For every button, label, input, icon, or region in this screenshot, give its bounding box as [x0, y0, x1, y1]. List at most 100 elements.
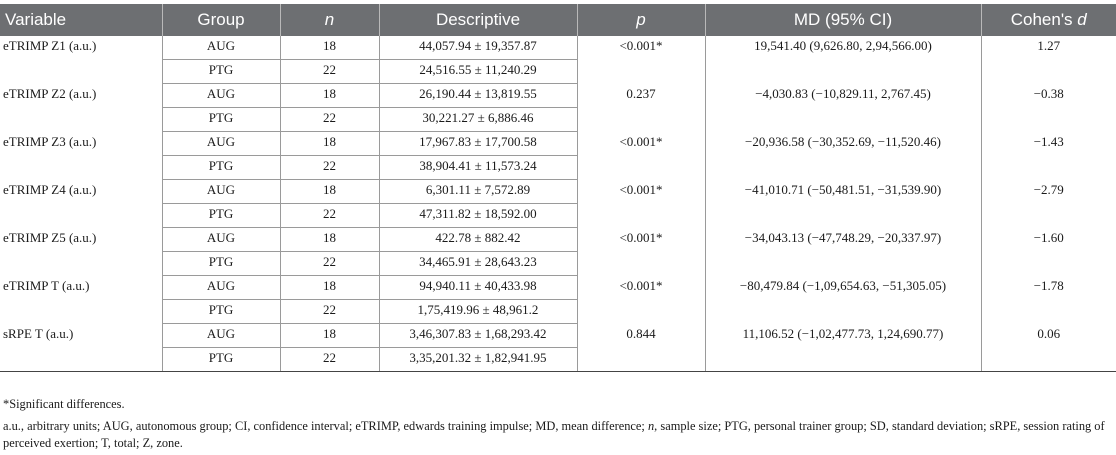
- variable-cell: eTRIMP Z2 (a.u.): [3, 85, 97, 101]
- results-table: Variable Group n Descriptive p MD (95% C…: [0, 4, 1116, 372]
- table-row: PTG 22 38,904.41 ± 11,573.24: [0, 155, 1116, 180]
- descriptive-cell: 3,35,201.32 ± 1,82,941.95: [378, 347, 577, 372]
- n-cell: 18: [279, 179, 379, 204]
- descriptive-cell: 94,940.11 ± 40,433.98: [378, 275, 577, 300]
- variable-cell: eTRIMP Z4 (a.u.): [3, 181, 97, 197]
- header-cohens-label: Cohen's: [1010, 10, 1078, 29]
- table-row: PTG 22 24,516.55 ± 11,240.29: [0, 59, 1116, 84]
- group-cell: PTG: [161, 155, 280, 180]
- header-p: p: [576, 4, 705, 36]
- abbreviations-n: n: [647, 418, 655, 433]
- cohens-d-cell: −2.79: [980, 179, 1116, 228]
- n-cell: 22: [279, 203, 379, 228]
- header-variable: Variable: [0, 4, 162, 36]
- abbreviations-text-1: a.u., arbitrary units; AUG, autonomous g…: [3, 418, 648, 433]
- group-cell: PTG: [161, 347, 280, 372]
- descriptive-cell: 34,465.91 ± 28,643.23: [378, 251, 577, 276]
- n-cell: 18: [279, 275, 379, 300]
- cohens-d-cell: 1.27: [980, 36, 1116, 84]
- significance-note: *Significant differences.: [3, 397, 125, 411]
- table-row: eTRIMP Z5 (a.u.) AUG 18 422.78 ± 882.42 …: [0, 227, 1116, 276]
- md-cell: −41,010.71 (−50,481.51, −31,539.90): [704, 179, 981, 228]
- n-cell: 22: [279, 299, 379, 324]
- cohens-d-cell: 0.06: [980, 323, 1116, 372]
- group-cell: AUG: [161, 323, 280, 348]
- variable-cell: eTRIMP Z5 (a.u.): [3, 229, 97, 245]
- table-row: eTRIMP T (a.u.) AUG 18 94,940.11 ± 40,43…: [0, 275, 1116, 324]
- group-cell: AUG: [161, 131, 280, 156]
- n-cell: 22: [279, 59, 379, 84]
- cohens-d-cell: −0.38: [980, 83, 1116, 132]
- group-cell: AUG: [161, 227, 280, 252]
- group-cell: PTG: [161, 203, 280, 228]
- n-cell: 22: [279, 347, 379, 372]
- md-cell: −34,043.13 (−47,748.29, −20,337.97): [704, 227, 981, 276]
- table-row: sRPE T (a.u.) AUG 18 3,46,307.83 ± 1,68,…: [0, 323, 1116, 372]
- p-value-cell: 0.844: [576, 323, 705, 372]
- md-cell: −20,936.58 (−30,352.69, −11,520.46): [704, 131, 981, 180]
- variable-cell: sRPE T (a.u.): [0, 323, 162, 372]
- descriptive-cell: 3,46,307.83 ± 1,68,293.42: [378, 323, 577, 348]
- p-value-cell: 0.237: [576, 83, 705, 132]
- p-value-cell: <0.001*: [576, 36, 705, 84]
- header-descriptive: Descriptive: [378, 4, 577, 36]
- group-cell: PTG: [161, 107, 280, 132]
- table-row: eTRIMP Z2 (a.u.) AUG 18 26,190.44 ± 13,8…: [0, 83, 1116, 132]
- group-cell: AUG: [161, 179, 280, 204]
- group-cell: AUG: [161, 83, 280, 108]
- descriptive-cell: 1,75,419.96 ± 48,961.2: [378, 299, 577, 324]
- table-row: eTRIMP Z1 (a.u.) AUG 18 44,057.94 ± 19,3…: [0, 36, 1116, 84]
- n-cell: 18: [279, 323, 379, 348]
- descriptive-cell: 17,967.83 ± 17,700.58: [378, 131, 577, 156]
- p-value-cell: <0.001*: [576, 179, 705, 228]
- md-cell: 11,106.52 (−1,02,477.73, 1,24,690.77): [704, 323, 981, 372]
- variable-cell: eTRIMP Z1 (a.u.): [3, 38, 97, 53]
- n-cell: 22: [279, 107, 379, 132]
- table-row: eTRIMP Z4 (a.u.) AUG 18 6,301.11 ± 7,572…: [0, 179, 1116, 228]
- descriptive-cell: 422.78 ± 882.42: [378, 227, 577, 252]
- header-cohens-d-symbol: d: [1077, 10, 1087, 29]
- n-cell: 18: [279, 36, 379, 60]
- table-row: eTRIMP Z3 (a.u.) AUG 18 17,967.83 ± 17,7…: [0, 131, 1116, 180]
- descriptive-cell: 6,301.11 ± 7,572.89: [378, 179, 577, 204]
- header-group: Group: [161, 4, 280, 36]
- table-footnotes: *Significant differences. a.u., arbitrar…: [3, 396, 1113, 453]
- group-cell: AUG: [161, 275, 280, 300]
- cohens-d-cell: −1.60: [980, 227, 1116, 276]
- table-row: PTG 22 30,221.27 ± 6,886.46: [0, 107, 1116, 132]
- group-cell: PTG: [161, 251, 280, 276]
- group-cell: PTG: [161, 299, 280, 324]
- header-cohens-d: Cohen's d: [980, 4, 1116, 36]
- descriptive-cell: 44,057.94 ± 19,357.87: [378, 36, 577, 60]
- header-md: MD (95% CI): [704, 4, 981, 36]
- descriptive-cell: 38,904.41 ± 11,573.24: [378, 155, 577, 180]
- abbreviations-text-2: , sample size; PTG, personal trainer gro…: [3, 418, 1105, 451]
- n-cell: 22: [279, 251, 379, 276]
- md-cell: 19,541.40 (9,626.80, 2,94,566.00): [704, 36, 981, 84]
- md-cell: −80,479.84 (−1,09,654.63, −51,305.05): [704, 275, 981, 324]
- table-row: PTG 22 47,311.82 ± 18,592.00: [0, 203, 1116, 228]
- table-row: PTG 22 1,75,419.96 ± 48,961.2: [0, 299, 1116, 324]
- variable-cell: eTRIMP Z3 (a.u.): [3, 133, 97, 149]
- table-row: PTG 22 3,35,201.32 ± 1,82,941.95: [0, 347, 1116, 372]
- cohens-d-cell: −1.78: [980, 275, 1116, 324]
- descriptive-cell: 26,190.44 ± 13,819.55: [378, 83, 577, 108]
- p-value-cell: <0.001*: [576, 227, 705, 276]
- n-cell: 18: [279, 131, 379, 156]
- group-cell: PTG: [161, 59, 280, 84]
- descriptive-cell: 47,311.82 ± 18,592.00: [378, 203, 577, 228]
- cohens-d-cell: −1.43: [980, 131, 1116, 180]
- header-n: n: [279, 4, 379, 36]
- table-row: PTG 22 34,465.91 ± 28,643.23: [0, 251, 1116, 276]
- variable-cell: eTRIMP T (a.u.): [3, 277, 90, 293]
- p-value-cell: <0.001*: [576, 275, 705, 324]
- descriptive-cell: 30,221.27 ± 6,886.46: [378, 107, 577, 132]
- n-cell: 22: [279, 155, 379, 180]
- md-cell: −4,030.83 (−10,829.11, 2,767.45): [704, 83, 981, 132]
- group-cell: AUG: [161, 36, 280, 60]
- header-row: Variable Group n Descriptive p MD (95% C…: [0, 4, 1116, 36]
- descriptive-cell: 24,516.55 ± 11,240.29: [378, 59, 577, 84]
- abbreviations-note: a.u., arbitrary units; AUG, autonomous g…: [3, 418, 1113, 453]
- n-cell: 18: [279, 83, 379, 108]
- p-value-cell: <0.001*: [576, 131, 705, 180]
